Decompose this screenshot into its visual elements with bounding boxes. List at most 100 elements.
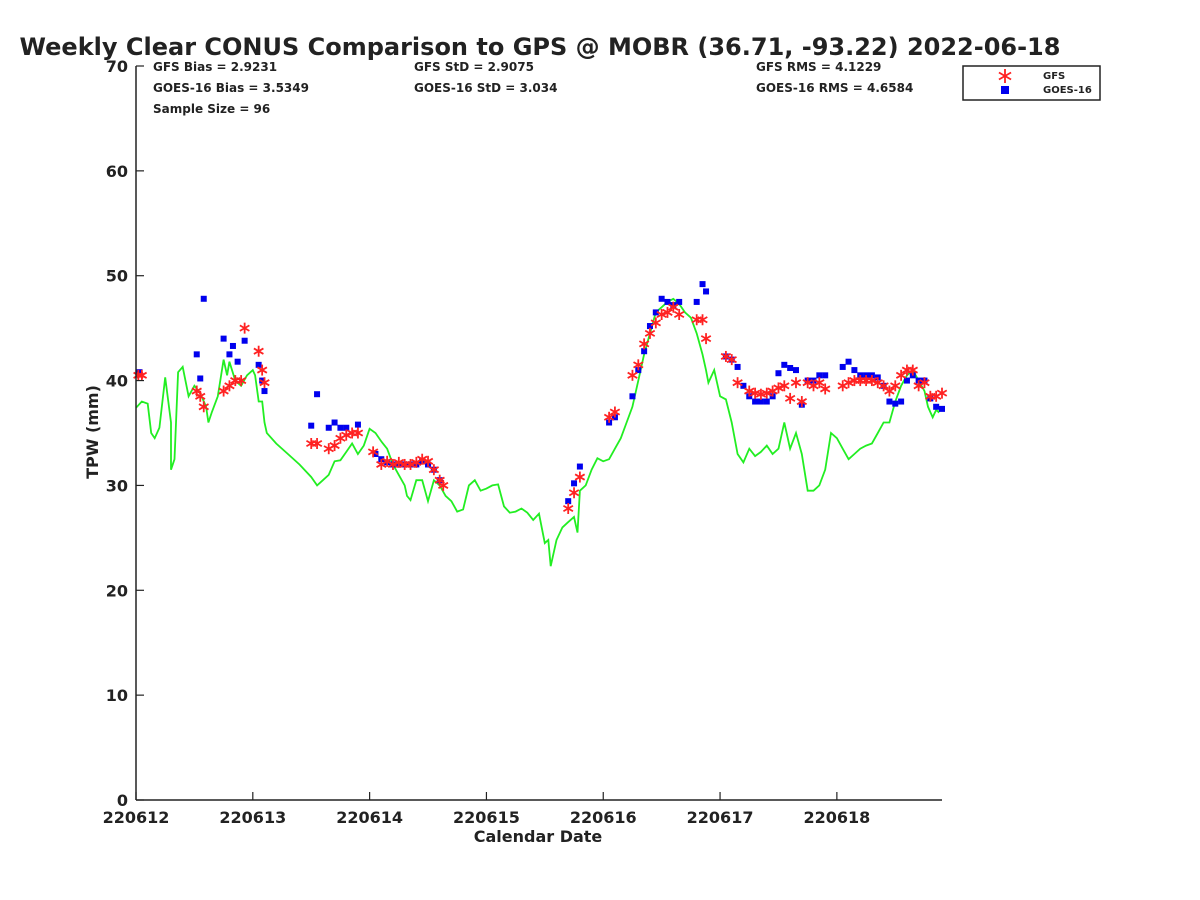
gfs-point: [673, 309, 685, 321]
gfs-point: [773, 382, 784, 394]
gfs-point: [866, 375, 878, 387]
gfs-point: [744, 385, 755, 397]
goes-16-point: [193, 351, 200, 358]
gfs-point: [633, 359, 644, 371]
goes-16-point: [197, 375, 204, 382]
stat-label: GOES-16 Bias = 3.5349: [153, 81, 309, 95]
stat-label: GFS StD = 2.9075: [414, 60, 534, 74]
gfs-point: [638, 338, 650, 350]
gfs-point: [416, 453, 428, 465]
goes-16-point: [781, 361, 788, 368]
gfs-point: [732, 377, 743, 389]
goes-16-point: [703, 288, 710, 295]
gfs-point: [352, 427, 364, 439]
gfs-point: [779, 380, 790, 392]
gfs-point: [306, 437, 317, 449]
goes-16-point: [226, 351, 233, 358]
goes-16-point: [851, 367, 858, 374]
gfs-point: [650, 317, 662, 329]
x-tick-label: 220612: [103, 808, 170, 827]
gfs-point: [428, 464, 440, 476]
goes-16-point: [314, 391, 321, 398]
gfs-point: [784, 392, 796, 404]
y-tick-label: 50: [106, 267, 128, 286]
y-tick-label: 0: [117, 791, 128, 810]
gfs-point: [367, 446, 379, 458]
gfs-point: [574, 471, 586, 483]
x-tick-label: 220618: [803, 808, 870, 827]
goes-16-point: [699, 281, 706, 288]
legend-box: [962, 65, 1101, 101]
gfs-point: [136, 369, 148, 381]
gfs-point: [697, 314, 708, 326]
goes-16-point: [241, 337, 248, 344]
gfs-point: [562, 502, 574, 514]
gfs-point: [438, 479, 449, 491]
goes-16-point: [792, 367, 799, 374]
y-tick-label: 20: [106, 581, 128, 600]
y-tick-label: 70: [106, 57, 128, 76]
gfs-point: [195, 390, 206, 402]
x-axis-label: Calendar Date: [474, 827, 603, 846]
gfs-point: [936, 387, 948, 399]
gfs-point: [387, 458, 399, 470]
goes-16-point: [658, 295, 665, 302]
goes-16-point: [664, 298, 671, 305]
y-tick-label: 30: [106, 476, 128, 495]
y-tick-label: 60: [106, 162, 128, 181]
gfs-point: [256, 364, 268, 376]
gfs-point: [884, 385, 895, 397]
goes-16-point: [629, 393, 636, 400]
goes-16-point: [337, 424, 344, 431]
stats-panel: GFS Bias = 2.9231 GOES-16 Bias = 3.5349 Sa…: [153, 60, 913, 116]
gfs-point: [224, 380, 235, 392]
gfs-point: [700, 333, 712, 345]
goes-16-point: [571, 480, 578, 487]
goes-16-point: [757, 398, 764, 405]
goes-16-point: [839, 363, 846, 370]
gfs-point: [422, 455, 434, 467]
gfs-point: [919, 377, 930, 389]
x-tick-label: 220616: [570, 808, 637, 827]
gfs-point: [761, 387, 772, 399]
y-axis-label: TPW (mm): [83, 385, 102, 479]
gfs-point: [843, 377, 854, 389]
gfs-point: [819, 383, 831, 395]
chart-title: Weekly Clear CONUS Comparison to GPS @ M…: [20, 33, 1061, 61]
x-tick-label: 220613: [219, 808, 286, 827]
gfs-point: [259, 377, 270, 389]
goes-16-point: [136, 369, 143, 376]
legend-gfs-marker: [998, 69, 1012, 83]
gfs-point: [662, 306, 673, 318]
gfs-series: [133, 301, 948, 514]
legend-label: GOES-16: [1043, 85, 1092, 96]
legend-goes-16-marker: [1001, 86, 1009, 94]
gfs-point: [878, 380, 889, 392]
goes-16-point: [308, 422, 315, 429]
stat-label: GFS RMS = 4.1229: [756, 60, 881, 74]
goes-16-point: [752, 398, 759, 405]
y-tick-label: 40: [106, 372, 128, 391]
goes-16-point: [343, 424, 350, 431]
gfs-point: [253, 345, 264, 357]
goes-16-point: [234, 358, 241, 365]
goes-16-point: [775, 370, 782, 377]
goes-16-point: [734, 363, 741, 370]
gfs-point: [405, 458, 416, 470]
gps-line: [135, 297, 943, 567]
goes-16-point: [740, 382, 747, 389]
stat-label: GOES-16 StD = 3.034: [414, 81, 557, 95]
gfs-point: [311, 437, 323, 449]
goes-16-point: [822, 372, 829, 379]
gfs-point: [644, 327, 656, 339]
gfs-point: [393, 456, 405, 468]
goes-16-point: [787, 364, 794, 371]
gfs-point: [235, 375, 247, 387]
goes-16-point: [200, 295, 207, 302]
gfs-point: [627, 369, 638, 381]
goes-16-point: [845, 358, 852, 365]
goes-16-point: [693, 298, 700, 305]
goes-16-point: [261, 388, 268, 395]
goes-16-point: [255, 361, 262, 368]
